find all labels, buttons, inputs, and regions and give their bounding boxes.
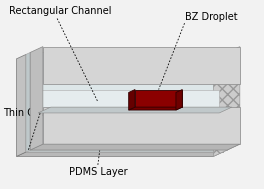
Polygon shape [129, 107, 182, 110]
Text: PDMS Layer: PDMS Layer [69, 167, 127, 177]
Polygon shape [43, 47, 240, 84]
Polygon shape [38, 107, 232, 113]
Polygon shape [16, 54, 26, 156]
Polygon shape [30, 53, 227, 150]
Polygon shape [43, 107, 240, 144]
Polygon shape [135, 90, 182, 107]
Polygon shape [176, 90, 182, 110]
Polygon shape [26, 54, 223, 152]
Text: Thin Glass: Thin Glass [3, 108, 54, 118]
Polygon shape [30, 144, 240, 150]
Text: Rectangular Channel: Rectangular Channel [8, 6, 111, 16]
Polygon shape [38, 90, 219, 113]
Text: BZ Droplet: BZ Droplet [185, 12, 237, 22]
Polygon shape [26, 53, 30, 152]
Polygon shape [16, 152, 223, 156]
Polygon shape [129, 90, 135, 110]
Polygon shape [26, 150, 227, 152]
Polygon shape [213, 47, 240, 156]
Polygon shape [30, 47, 43, 150]
